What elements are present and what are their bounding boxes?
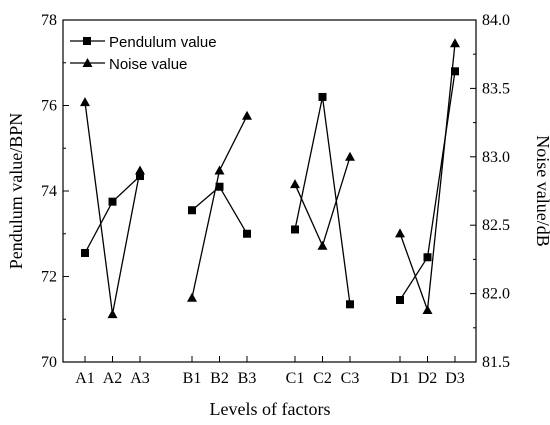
- y-left-tick-label: 72: [41, 269, 57, 286]
- data-point-square: [188, 206, 196, 215]
- y-right-tick-label: 83.0: [482, 149, 510, 166]
- data-point-triangle: [107, 309, 118, 319]
- data-point-square: [396, 296, 404, 305]
- legend: Pendulum value Noise value: [70, 34, 217, 73]
- y-left-tick-label: 74: [41, 183, 57, 200]
- legend-marker-square: [83, 37, 91, 45]
- series-line-square: [294, 96, 351, 305]
- ticks-layer: 70 72 74 76 78 81.5 82.0 82.5 83.0 83.5 84.0 A1 A2 A3…: [41, 12, 510, 387]
- y-axis-left-title: Pendulum value/BPN: [6, 113, 26, 270]
- data-point-triangle: [345, 151, 355, 161]
- x-tick-label: B1: [183, 370, 202, 387]
- data-point-triangle: [395, 228, 405, 238]
- data-point-square: [243, 229, 251, 238]
- data-point-triangle: [187, 292, 197, 302]
- series-layer: [80, 38, 460, 319]
- data-point-triangle: [80, 97, 90, 107]
- y-left-tick-label: 78: [41, 12, 57, 29]
- series-line-triangle: [84, 102, 141, 315]
- data-point-triangle: [422, 305, 433, 315]
- x-tick-label: A2: [103, 370, 123, 387]
- y-right-tick-label: 82.5: [482, 217, 510, 234]
- x-tick-label: A3: [130, 370, 150, 387]
- data-point-square: [318, 92, 327, 101]
- data-point-square: [346, 300, 354, 309]
- x-tick-label: C2: [313, 370, 332, 387]
- data-point-square: [423, 253, 432, 262]
- series-line-triangle: [294, 156, 351, 248]
- x-tick-label: B3: [238, 370, 257, 387]
- data-point-square: [291, 225, 299, 234]
- x-axis-title: Levels of factors: [210, 399, 331, 419]
- y-left-tick-label: 70: [41, 354, 57, 371]
- data-point-square: [136, 172, 144, 181]
- series-line-square: [399, 71, 456, 301]
- legend-marker-triangle: [82, 58, 93, 67]
- data-point-triangle: [290, 179, 300, 189]
- x-tick-label: D3: [445, 370, 465, 387]
- y-right-tick-label: 84.0: [482, 12, 510, 29]
- y-right-tick-label: 82.0: [482, 286, 510, 303]
- data-point-triangle: [317, 240, 328, 250]
- data-point-square: [108, 197, 117, 206]
- data-point-triangle: [214, 165, 225, 175]
- legend-label-pendulum: Pendulum value: [109, 34, 217, 51]
- data-point-square: [451, 67, 459, 76]
- y-right-tick-label: 83.5: [482, 80, 510, 97]
- y-axis-right-title: Noise value/dB: [533, 135, 550, 246]
- series-line-triangle: [191, 115, 248, 298]
- data-point-triangle: [242, 110, 252, 120]
- legend-label-noise: Noise value: [109, 56, 187, 73]
- x-tick-label: A1: [75, 370, 95, 387]
- data-point-square: [215, 182, 224, 191]
- data-point-triangle: [450, 38, 460, 48]
- series-line-square: [191, 185, 248, 235]
- y-left-tick-label: 76: [41, 98, 57, 115]
- x-tick-label: B2: [210, 370, 229, 387]
- x-tick-label: D2: [418, 370, 438, 387]
- x-tick-label: C1: [286, 370, 305, 387]
- x-tick-label: C3: [341, 370, 360, 387]
- x-tick-label: D1: [390, 370, 410, 387]
- data-point-square: [81, 248, 89, 257]
- data-point-triangle: [135, 165, 145, 175]
- y-right-tick-label: 81.5: [482, 354, 510, 371]
- series-line-triangle: [399, 43, 456, 311]
